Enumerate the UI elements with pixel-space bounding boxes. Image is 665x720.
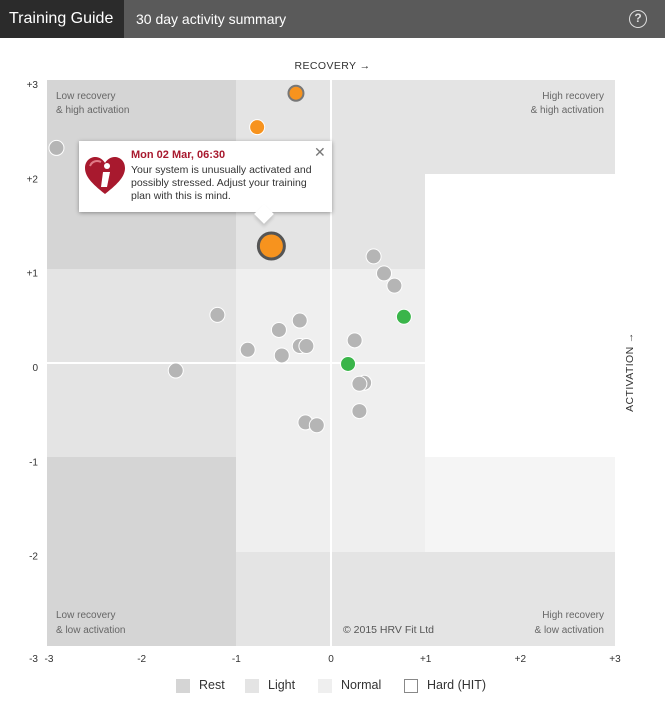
quadrant-top-right-line1: High recovery — [542, 91, 604, 102]
y-tick-label: -2 — [29, 552, 38, 563]
app-title[interactable]: Training Guide — [0, 0, 124, 38]
x-tick-label: -3 — [45, 654, 54, 665]
data-point-gray[interactable] — [298, 338, 315, 355]
data-point-gray[interactable] — [376, 265, 393, 282]
x-tick-label: -1 — [232, 654, 241, 665]
data-point-green[interactable] — [340, 355, 357, 372]
header-bar: Training Guide 30 day activity summary ? — [0, 0, 665, 38]
legend-label-rest: Rest — [199, 678, 225, 692]
y-tick-label: +3 — [27, 80, 39, 91]
legend-swatch-normal — [318, 679, 332, 693]
data-point-orange[interactable] — [256, 231, 286, 261]
legend-swatch-rest — [176, 679, 190, 693]
data-point-orange[interactable] — [287, 84, 305, 102]
quadrant-label-top-right: High recovery & high activation — [531, 91, 604, 116]
zone-hard-lower — [425, 457, 615, 552]
x-tick-label: +2 — [515, 654, 527, 665]
x-tick-label: -2 — [137, 654, 146, 665]
page-subtitle: 30 day activity summary — [136, 11, 287, 27]
x-axis-label: RECOVERY → — [294, 60, 371, 72]
heart-info-icon — [85, 157, 125, 194]
data-point-gray[interactable] — [291, 312, 308, 329]
quadrant-top-left-line1: Low recovery — [56, 91, 115, 102]
legend-label-light: Light — [268, 678, 296, 692]
x-tick-label: 0 — [328, 654, 334, 665]
data-point-gray[interactable] — [239, 341, 256, 358]
y-tick-label: +1 — [27, 269, 39, 280]
quadrant-top-right-line2: & high activation — [531, 105, 604, 116]
data-point-gray[interactable] — [167, 362, 184, 379]
data-point-gray[interactable] — [351, 375, 368, 392]
data-point-gray[interactable] — [209, 306, 226, 323]
legend-label-normal: Normal — [341, 678, 382, 692]
tooltip-message: Your system is unusually activated and p… — [131, 164, 312, 202]
legend-swatch-hard — [404, 679, 418, 693]
x-tick-label: +3 — [609, 654, 621, 665]
data-point-gray[interactable] — [273, 347, 290, 364]
data-point-gray[interactable] — [351, 403, 368, 420]
y-tick-label: -1 — [29, 457, 38, 468]
quadrant-label-top-left: Low recovery & high activation — [56, 91, 129, 116]
quadrant-bottom-right-line2: & low activation — [535, 625, 604, 636]
data-point-gray[interactable] — [386, 277, 403, 294]
data-point-gray[interactable] — [308, 417, 325, 434]
data-point-green[interactable] — [395, 308, 412, 325]
question-circle-icon[interactable]: ? — [629, 10, 647, 28]
y-tick-label: 0 — [32, 363, 38, 374]
tooltip-date: Mon 02 Mar, 06:30 — [131, 149, 226, 161]
quadrant-label-bottom-right: High recovery & low activation — [535, 610, 604, 636]
legend: Rest Light Normal Hard (HIT) — [0, 677, 665, 695]
x-tick-label: +1 — [420, 654, 432, 665]
quadrant-bottom-left-line2: & low activation — [56, 625, 125, 636]
legend-label-hard: Hard (HIT) — [427, 678, 487, 692]
data-point-gray[interactable] — [270, 321, 287, 338]
point-tooltip: Mon 02 Mar, 06:30 Your system is unusual… — [79, 141, 332, 212]
y-axis-ticks: +3 +2 +1 0 -1 -2 -3 — [27, 80, 39, 665]
y-tick-label: -3 — [29, 654, 38, 665]
copyright-text: © 2015 HRV Fit Ltd — [343, 624, 434, 636]
data-point-gray[interactable] — [48, 139, 65, 156]
data-point-gray[interactable] — [365, 248, 382, 265]
close-icon[interactable]: ✕ — [314, 144, 326, 160]
data-point-gray[interactable] — [346, 332, 363, 349]
data-points — [48, 84, 412, 434]
y-tick-label: +2 — [27, 174, 39, 185]
x-axis-ticks: -3 -2 -1 0 +1 +2 +3 — [45, 654, 622, 665]
quadrant-label-bottom-left: Low recovery & low activation — [56, 610, 125, 636]
legend-swatch-light — [245, 679, 259, 693]
quadrant-top-left-line2: & high activation — [56, 105, 129, 116]
data-point-orange[interactable] — [249, 119, 266, 136]
quadrant-bottom-right-line1: High recovery — [542, 610, 604, 621]
quadrant-bottom-left-line1: Low recovery — [56, 610, 115, 621]
